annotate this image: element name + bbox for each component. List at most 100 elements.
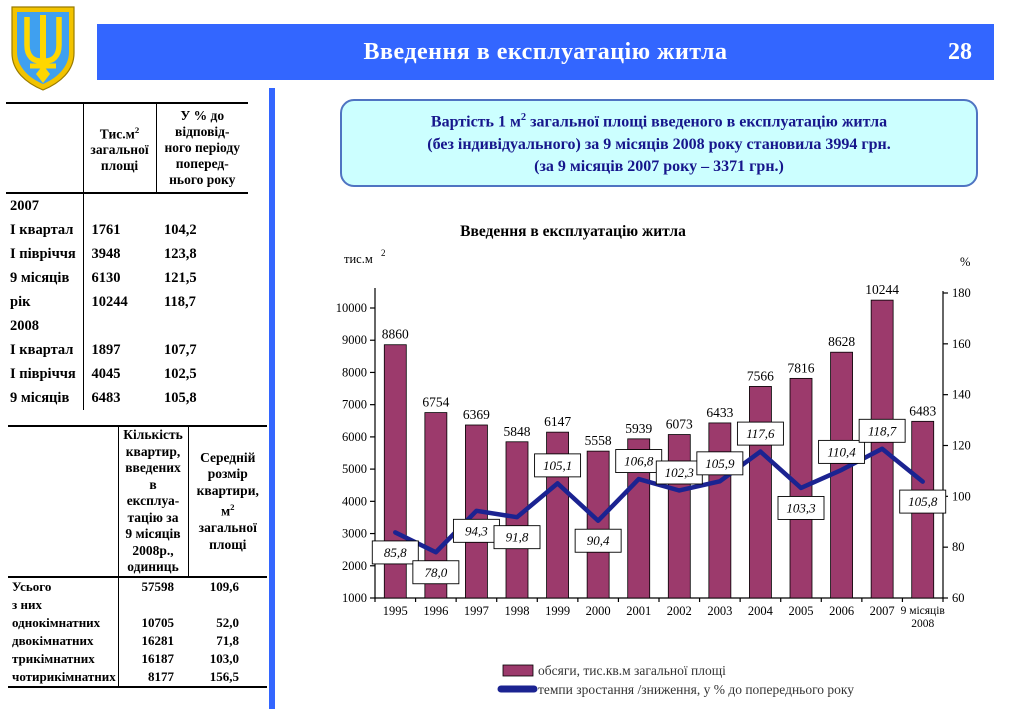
line-label-box [696,451,744,476]
line-label-box [899,489,947,514]
x-axis-label: 1995 [383,604,408,618]
line-label-box [818,439,866,464]
info-line-3: (за 9 місяців 2007 року – 3371 грн.) [534,158,784,176]
line-label-box [412,560,460,585]
right-axis-tick-label: 140 [952,388,971,402]
left-axis-tick-label: 4000 [342,494,367,508]
x-axis-label: 2004 [748,604,774,618]
table-row: чотирикімнатних 8177 156,5 [8,667,267,688]
table-row: Усього 57598 109,6 [8,576,267,596]
right-axis-unit-label: % [960,255,970,269]
page-title: Введення в експлуатацію житла [363,38,728,65]
x-axis-label: 2002 [667,604,692,618]
table-housing-periods: Тис.м2 загальної площі У % до відповід- … [6,102,248,410]
col-header-thousand-m2: Тис.м2 загальної площі [82,102,156,194]
line-label-value: 118,7 [868,423,897,438]
line-label-value: 105,8 [908,494,938,509]
line-label-box [493,525,541,550]
x-axis-label: 2006 [829,604,854,618]
line-label-value: 117,6 [746,426,775,441]
line-label-value: 110,4 [827,444,856,459]
left-axis-unit-sup: 2 [381,248,386,258]
right-axis-tick-label: 60 [952,591,965,605]
bar-1998 [505,441,529,599]
chart-title: Введення в експлуатацію житла [460,223,686,240]
table-row: з них [8,595,267,614]
bar-value-label: 6369 [463,407,490,422]
x-axis-label: 2005 [789,604,814,618]
x-axis-label: 1999 [545,604,570,618]
line-label-value: 105,9 [705,456,735,471]
table-row: рік 10244 118,7 [6,290,248,314]
x-axis-label: 2001 [626,604,651,618]
line-label-value: 78,0 [424,565,447,580]
line-label-value: 94,3 [465,523,488,538]
bar-value-label: 5558 [585,433,612,448]
table-row: І квартал 1761 104,2 [6,218,248,242]
bar-value-label: 5848 [504,424,531,439]
left-axis-unit-label: тис.м [344,252,373,266]
left-axis-tick-label: 2000 [342,559,367,573]
line-label-value: 90,4 [587,533,610,548]
right-axis-tick-label: 80 [952,540,965,554]
line-label-value: 105,1 [543,458,572,473]
left-axis-tick-label: 9000 [342,333,367,347]
x-axis-label: 1997 [464,604,489,618]
slide-number: 28 [948,38,972,65]
bar-value-label: 7816 [788,360,815,375]
line-label-value: 85,8 [384,545,407,560]
corner-cell [6,102,83,194]
bar-value-label: 6147 [544,414,571,429]
line-label-box [858,418,906,443]
bar-value-label: 5939 [625,421,652,436]
bar-value-label: 6073 [666,417,693,432]
table-row: двокімнатних 16281 71,8 [8,631,267,650]
line-label-value: 103,3 [786,500,816,515]
table-apartments: Кількість квартир, введених в експлуа- т… [8,425,267,688]
table-row: 2007 [6,193,248,218]
right-axis-tick-label: 160 [952,337,971,351]
legend-bar-label: обсяги, тис.кв.м загальної площі [538,663,726,678]
x-axis-label: 1998 [505,604,530,618]
table-header-row: Тис.м2 загальної площі У % до відповід- … [6,102,248,194]
x-axis-label: 2007 [870,604,895,618]
left-axis-tick-label: 7000 [342,398,367,412]
table-row: 2008 [6,314,248,338]
bar-value-label: 6754 [422,395,449,410]
x-axis-label: 2000 [586,604,611,618]
legend-bar-swatch [502,664,534,677]
bar-value-label: 8860 [382,327,409,342]
right-axis-tick-label: 100 [952,489,971,503]
table-row: І квартал 1897 107,7 [6,338,248,362]
left-axis-tick-label: 10000 [336,301,367,315]
table-header-row: Кількість квартир, введених в експлуа- т… [8,425,267,578]
table-row: трикімнатних 16187 103,0 [8,649,267,668]
bar-2000 [586,450,610,599]
x-axis-label: 1996 [423,604,448,618]
vertical-divider [269,88,275,709]
growth-rate-line [393,446,925,555]
line-label-value: 91,8 [506,530,529,545]
table-row: однокімнатних 10705 52,0 [8,613,267,632]
header-bar: Введення в експлуатацію житла 28 [97,24,994,80]
corner-cell [8,425,118,578]
col-header-avg-size: Середній розмір квартири, м2 загальної п… [187,425,267,578]
bar-value-label: 10244 [865,282,899,297]
legend-line-label: темпи зростання /зниження, у % до попере… [538,682,854,697]
table-row: І півріччя 3948 123,8 [6,242,248,266]
col-header-percent-prev-year: У % до відповід- ного періоду поперед- н… [155,102,248,194]
left-axis-tick-label: 1000 [342,591,367,605]
left-axis-tick-label: 3000 [342,527,367,541]
line-label-box [736,421,784,446]
line-label-box [574,528,622,553]
table-row: І півріччя 4045 102,5 [6,362,248,386]
left-axis-tick-label: 5000 [342,462,367,476]
chart-housing-commissioning: Введення в експлуатацію житла тис.м 2% 1000… [330,218,1010,709]
x-axis-label: 2008 [911,618,934,630]
line-label-box [371,540,419,565]
bar-value-label: 6433 [706,405,733,420]
right-axis-tick-label: 180 [952,286,971,300]
chart-canvas: Введення в експлуатацію житла тис.м 2% 1000… [336,223,971,697]
info-line-1: Вартість 1 м2 загальної площі введеного … [430,112,888,131]
